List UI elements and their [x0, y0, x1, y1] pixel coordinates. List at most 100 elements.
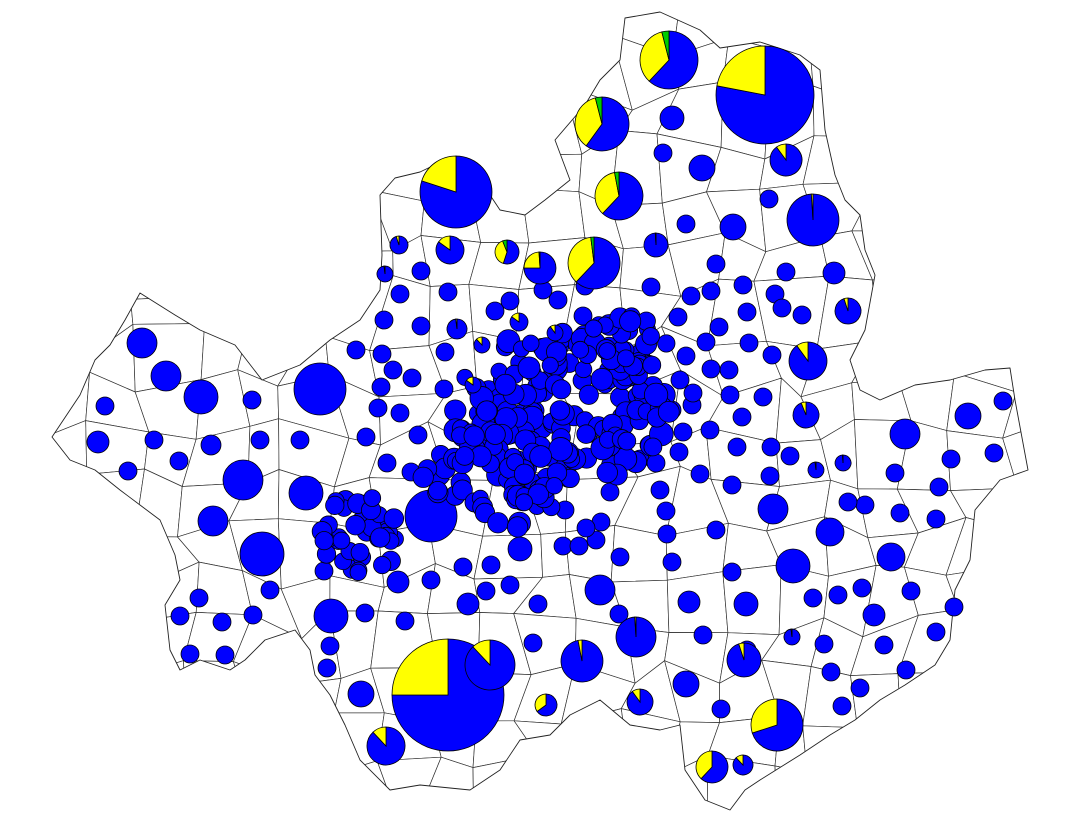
- district-pie: [523, 633, 543, 653]
- district-pie: [584, 319, 603, 338]
- district: [138, 12, 199, 58]
- district-pie: [643, 382, 669, 407]
- pie-slice: [926, 509, 946, 529]
- pie-slice: [814, 461, 817, 471]
- pie-slice: [676, 214, 696, 234]
- district-pie: [408, 425, 428, 445]
- district: [188, 136, 245, 204]
- district-pie: [487, 512, 509, 534]
- district-pie: [901, 581, 921, 601]
- district: [1007, 608, 1028, 682]
- pie-slice: [885, 463, 905, 483]
- district-pie: [363, 489, 382, 507]
- district-pie: [314, 531, 334, 551]
- district-pie: [834, 454, 852, 472]
- district-pie: [700, 420, 720, 440]
- district-pie: [759, 189, 779, 209]
- district-pie: [850, 678, 870, 698]
- pie-slice: [500, 575, 520, 595]
- district: [520, 187, 586, 244]
- district: [193, 801, 232, 810]
- pie-slice: [411, 261, 431, 281]
- district-pie: [527, 483, 549, 505]
- pie-slice: [722, 475, 742, 495]
- pie-slice: [732, 407, 752, 427]
- pie-slice: [733, 275, 753, 295]
- district: [227, 136, 294, 199]
- pie-slice: [720, 385, 740, 405]
- district-pie: [453, 557, 473, 577]
- district: [275, 274, 326, 351]
- pie-slice: [456, 592, 480, 616]
- pie-slice: [596, 461, 618, 484]
- district-pie: [626, 688, 654, 716]
- pie-slice: [653, 143, 673, 163]
- district-pie: [350, 543, 370, 562]
- pie-slice: [641, 277, 661, 297]
- district-pie: [753, 387, 773, 407]
- district: [82, 468, 145, 537]
- district-pie: [421, 570, 441, 590]
- pie-slice: [656, 501, 676, 521]
- district-pie: [476, 581, 496, 601]
- pie-slice: [438, 235, 451, 251]
- pie-slice: [796, 341, 809, 363]
- district-pie: [370, 527, 391, 548]
- pie-slice: [926, 622, 946, 642]
- district-pie: [650, 480, 670, 500]
- district: [80, 12, 144, 55]
- district: [184, 717, 252, 772]
- pie-slice: [200, 434, 222, 456]
- district: [145, 101, 190, 154]
- district-pie: [720, 385, 740, 405]
- pie-slice: [435, 342, 455, 362]
- pie-slice: [569, 536, 589, 556]
- district: [858, 101, 925, 148]
- pie-slice: [993, 391, 1013, 411]
- pie-slice: [395, 235, 400, 246]
- district: [82, 98, 153, 144]
- district: [131, 767, 200, 810]
- pie-slice: [293, 362, 347, 416]
- district-pie: [325, 495, 345, 515]
- district-pie: [615, 616, 657, 658]
- district: [421, 804, 492, 810]
- district-pie: [653, 143, 673, 163]
- district-pie: [926, 622, 946, 642]
- district: [195, 12, 254, 58]
- district-pie: [600, 482, 620, 502]
- district: [52, 132, 56, 193]
- pie-slice: [332, 531, 351, 550]
- district: [473, 804, 536, 810]
- pie-slice: [815, 517, 845, 547]
- district-pie: [463, 425, 485, 447]
- district: [52, 12, 61, 38]
- district-pie: [528, 594, 548, 614]
- district-pie: [834, 297, 862, 325]
- pie-slice: [575, 236, 621, 290]
- pie-slice: [463, 425, 485, 447]
- district: [513, 720, 569, 777]
- district-pie: [464, 376, 482, 394]
- district-pie: [760, 466, 780, 486]
- district: [1008, 132, 1028, 206]
- pie-slice: [515, 493, 533, 512]
- pie-slice: [553, 536, 573, 556]
- district-pie: [452, 479, 473, 501]
- pie-slice: [551, 379, 572, 400]
- pie-slice: [750, 698, 778, 734]
- district: [287, 705, 335, 779]
- district-pie: [706, 520, 726, 540]
- district-pie: [86, 430, 110, 454]
- district: [52, 225, 92, 293]
- pie-slice: [832, 696, 852, 716]
- district-pie: [288, 475, 324, 511]
- notable-district-pie: [594, 171, 644, 221]
- pie-slice: [619, 310, 642, 333]
- pie-slice: [523, 251, 557, 285]
- district: [130, 230, 197, 300]
- pie-slice: [780, 446, 800, 466]
- district: [86, 178, 145, 231]
- district-pie: [662, 552, 682, 572]
- district-pie: [485, 301, 505, 321]
